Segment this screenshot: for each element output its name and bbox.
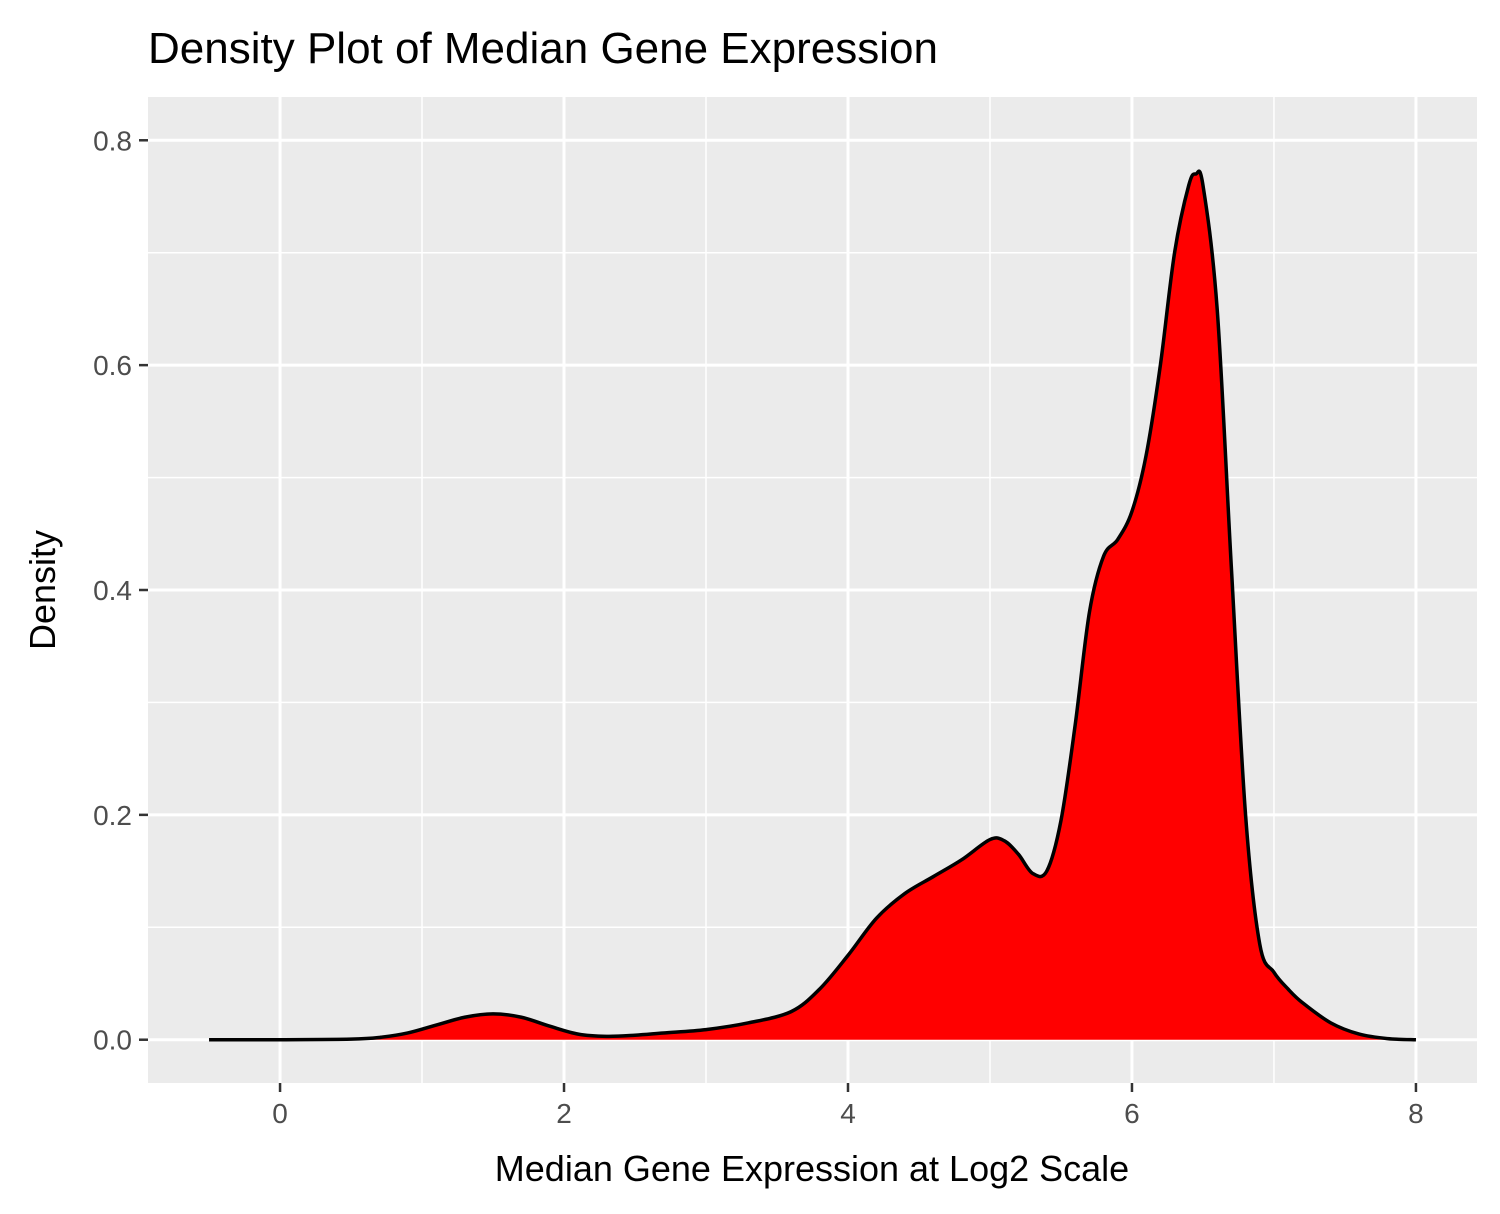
y-tick-label: 0.0: [93, 1025, 132, 1056]
y-axis: 0.0 0.2 0.4 0.6 0.8: [93, 125, 148, 1056]
x-axis-title: Median Gene Expression at Log2 Scale: [495, 1148, 1129, 1189]
x-tick-label: 2: [556, 1098, 572, 1129]
x-tick-label: 0: [272, 1098, 288, 1129]
x-tick-label: 4: [840, 1098, 856, 1129]
y-tick-label: 0.6: [93, 350, 132, 381]
y-tick-label: 0.2: [93, 800, 132, 831]
density-line: [209, 169, 1417, 1042]
y-tick-label: 0.8: [93, 125, 132, 156]
x-tick-label: 6: [1124, 1098, 1140, 1129]
density-area: [209, 171, 1416, 1040]
y-axis-title: Density: [22, 530, 63, 650]
x-tick-label: 8: [1408, 1098, 1424, 1129]
x-axis: 0 2 4 6 8: [272, 1083, 1424, 1129]
chart-title: Density Plot of Median Gene Expression: [148, 24, 938, 73]
y-tick-label: 0.4: [93, 575, 132, 606]
major-gridlines: [148, 97, 1477, 1083]
